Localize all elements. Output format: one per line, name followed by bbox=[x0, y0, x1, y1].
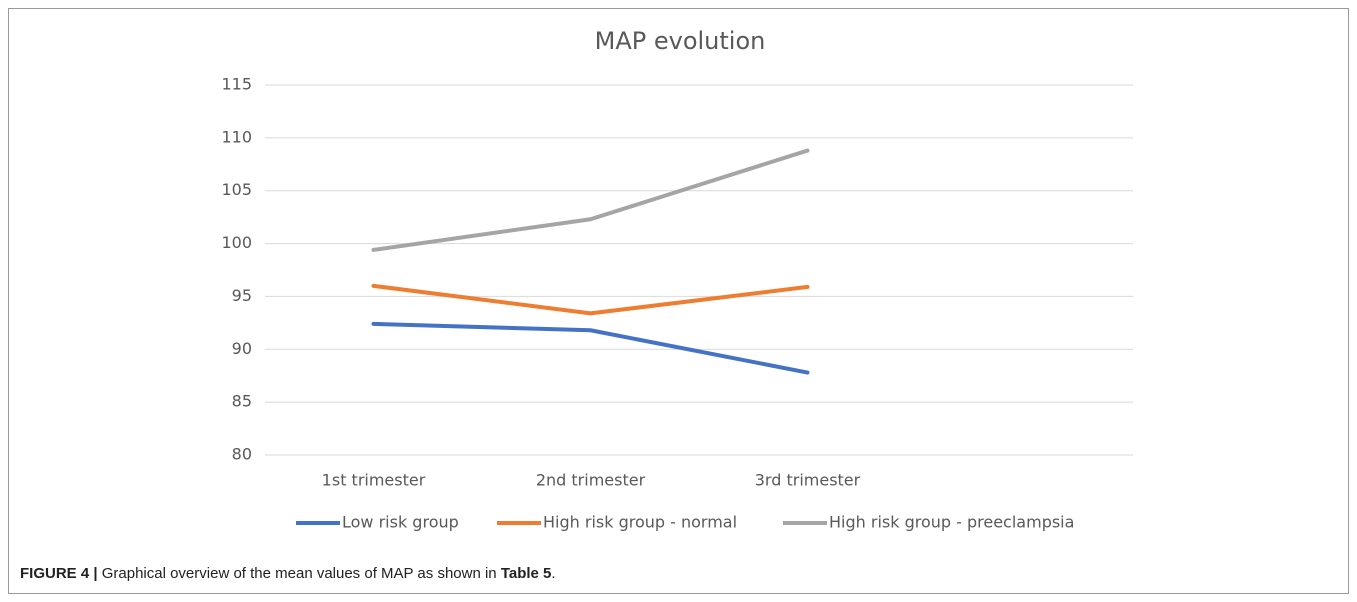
y-tick-label: 105 bbox=[221, 180, 252, 199]
legend-label: High risk group - preeclampsia bbox=[829, 513, 1074, 532]
y-tick-label: 110 bbox=[221, 127, 252, 146]
line-series bbox=[371, 321, 810, 375]
caption: FIGURE 4 | Graphical overview of the mea… bbox=[20, 565, 556, 582]
x-tick-label: 2nd trimester bbox=[536, 471, 646, 490]
x-tick-label: 3rd trimester bbox=[755, 471, 861, 490]
caption-reference: Table 5 bbox=[501, 565, 552, 582]
y-tick-label: 95 bbox=[232, 286, 252, 305]
figure-border bbox=[8, 8, 1349, 594]
x-tick-label: 1st trimester bbox=[322, 471, 426, 490]
y-tick-label: 90 bbox=[232, 339, 252, 358]
legend-label: High risk group - normal bbox=[543, 513, 737, 532]
chart-title: MAP evolution bbox=[595, 27, 766, 55]
caption-label: FIGURE 4 | bbox=[20, 565, 98, 582]
line-series bbox=[371, 148, 810, 252]
caption-text: Graphical overview of the mean values of… bbox=[102, 565, 497, 582]
legend-label: Low risk group bbox=[342, 513, 459, 532]
y-tick-label: 100 bbox=[221, 233, 252, 252]
y-tick-label: 80 bbox=[232, 445, 252, 464]
caption-end: . bbox=[551, 565, 555, 582]
y-tick-label: 115 bbox=[221, 75, 252, 94]
line-series bbox=[371, 283, 810, 316]
y-tick-label: 85 bbox=[232, 392, 252, 411]
